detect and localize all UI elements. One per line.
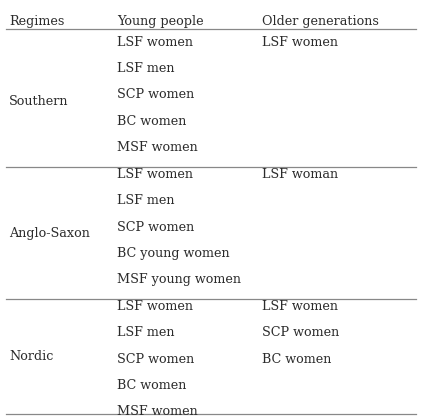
Text: SCP women: SCP women <box>117 221 195 234</box>
Text: Anglo-Saxon: Anglo-Saxon <box>9 227 90 240</box>
Text: BC women: BC women <box>117 115 187 127</box>
Text: BC women: BC women <box>117 379 187 392</box>
Text: LSF woman: LSF woman <box>262 168 338 181</box>
Text: LSF women: LSF women <box>117 168 193 181</box>
Text: SCP women: SCP women <box>117 353 195 366</box>
Text: Southern: Southern <box>9 95 69 108</box>
Text: LSF men: LSF men <box>117 194 175 207</box>
Text: LSF men: LSF men <box>117 326 175 339</box>
Text: LSF women: LSF women <box>262 300 338 313</box>
Text: SCP women: SCP women <box>262 326 339 339</box>
Text: BC women: BC women <box>262 353 331 366</box>
Text: Older generations: Older generations <box>262 15 379 28</box>
Text: LSF women: LSF women <box>117 36 193 48</box>
Text: Nordic: Nordic <box>9 350 54 364</box>
Text: LSF women: LSF women <box>117 300 193 313</box>
Text: MSF women: MSF women <box>117 141 198 154</box>
Text: LSF men: LSF men <box>117 62 175 75</box>
Text: Regimes: Regimes <box>9 15 65 28</box>
Text: MSF women: MSF women <box>117 405 198 418</box>
Text: SCP women: SCP women <box>117 88 195 101</box>
Text: MSF young women: MSF young women <box>117 273 241 286</box>
Text: Young people: Young people <box>117 15 204 28</box>
Text: BC young women: BC young women <box>117 247 230 260</box>
Text: LSF women: LSF women <box>262 36 338 48</box>
